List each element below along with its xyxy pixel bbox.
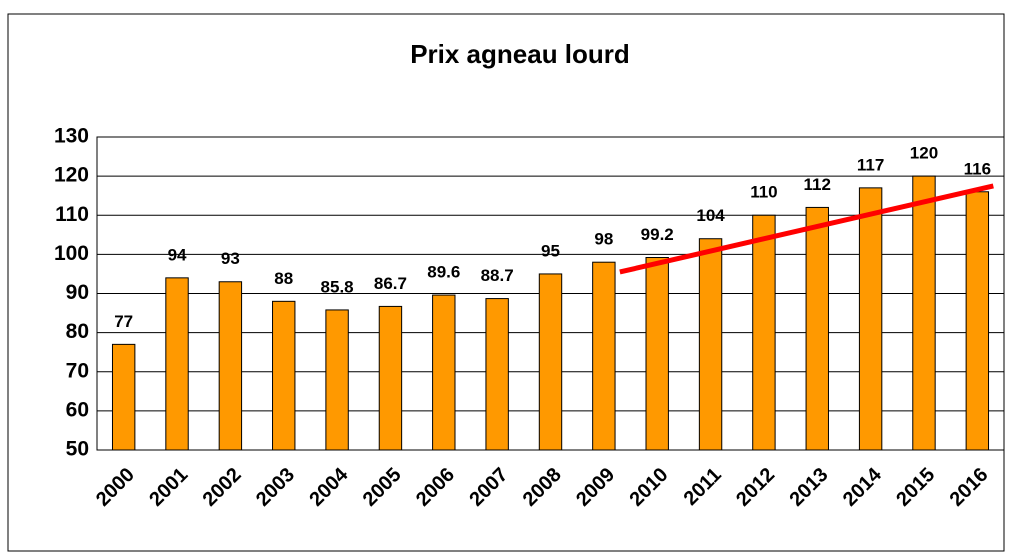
value-label: 85.8 [321, 277, 354, 296]
bar [165, 277, 189, 451]
y-tick-label: 80 [66, 320, 89, 343]
y-tick-label: 100 [54, 242, 89, 265]
value-label: 104 [696, 206, 725, 225]
value-label: 117 [857, 155, 884, 174]
value-label: 94 [168, 245, 187, 264]
bar [272, 300, 296, 451]
bar [858, 187, 883, 451]
value-label: 95 [541, 241, 560, 260]
value-label: 116 [964, 159, 991, 178]
bar [538, 273, 563, 451]
y-tick-label: 120 [54, 164, 89, 187]
bar [111, 343, 136, 451]
value-label: 98 [594, 230, 613, 249]
bar [698, 238, 723, 451]
y-tick-label: 50 [66, 438, 89, 461]
bar [218, 281, 243, 451]
value-label: 112 [804, 175, 831, 194]
y-tick-label: 70 [66, 359, 89, 382]
bar [912, 175, 936, 451]
y-tick-label: 130 [54, 125, 89, 148]
bar [325, 309, 349, 451]
bar [805, 206, 829, 451]
bar [485, 298, 509, 451]
bar [965, 191, 990, 451]
value-label: 120 [910, 144, 938, 163]
value-label: 88.7 [481, 266, 514, 285]
value-label: 89.6 [427, 263, 460, 282]
value-label: 99.2 [641, 225, 674, 244]
bar [592, 261, 616, 451]
plot-frame [96, 136, 1005, 451]
bar [378, 305, 403, 451]
value-label: 86.7 [374, 274, 407, 293]
y-tick-label: 110 [55, 203, 89, 226]
value-label: 77 [114, 312, 133, 331]
bar [645, 257, 669, 451]
bar [752, 214, 776, 451]
bar [432, 294, 456, 451]
value-label: 93 [221, 249, 240, 268]
y-tick-label: 60 [66, 398, 89, 421]
value-label: 110 [750, 183, 777, 202]
value-label: 88 [274, 269, 293, 288]
trend-line [619, 183, 994, 275]
chart-title: Prix agneau lourd [410, 39, 630, 69]
y-tick-label: 90 [66, 281, 89, 304]
